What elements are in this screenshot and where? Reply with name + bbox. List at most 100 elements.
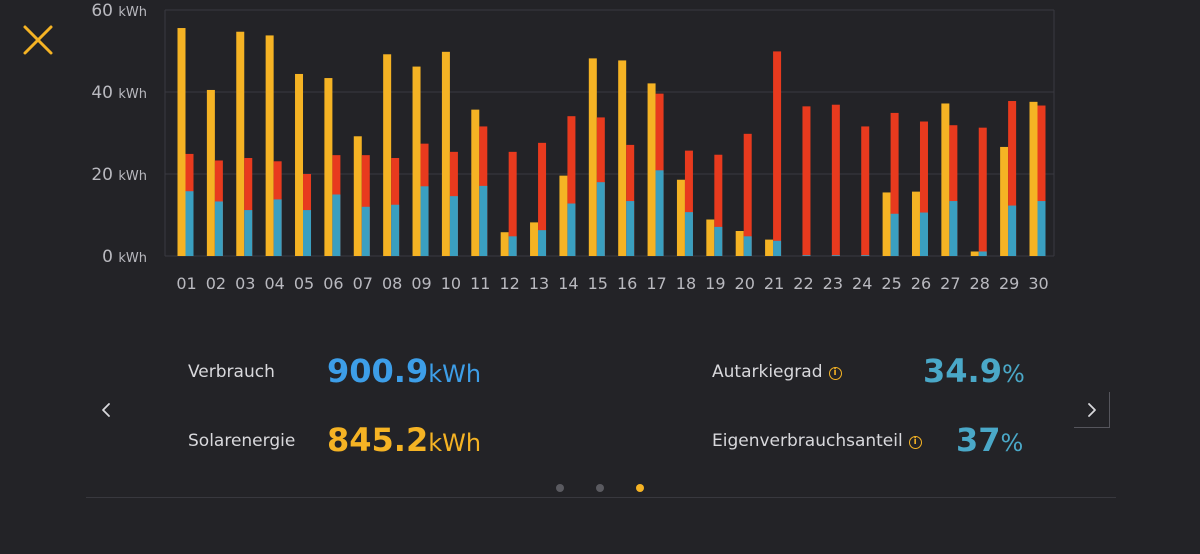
self-consumption-bar bbox=[332, 194, 341, 256]
eigenverbrauch-value: 37% bbox=[956, 421, 1024, 459]
consumption-bar bbox=[861, 126, 870, 256]
x-tick-label: 01 bbox=[176, 274, 196, 293]
self-consumption-bar bbox=[303, 210, 312, 256]
x-tick-label: 18 bbox=[676, 274, 696, 293]
self-consumption-bar bbox=[655, 170, 664, 256]
solar-bar bbox=[177, 28, 186, 256]
x-tick-label: 19 bbox=[705, 274, 725, 293]
consumption-bar bbox=[949, 125, 958, 257]
consumption-bar bbox=[743, 133, 752, 256]
solar-bar bbox=[647, 83, 656, 256]
pagination-dot[interactable] bbox=[556, 484, 564, 492]
solar-value: 845.2kWh bbox=[327, 421, 482, 459]
solar-bar bbox=[236, 31, 245, 257]
self-consumption-bar bbox=[890, 213, 899, 256]
x-tick-label: 21 bbox=[764, 274, 784, 293]
self-consumption-bar bbox=[919, 212, 928, 256]
x-tick-label: 26 bbox=[911, 274, 931, 293]
x-tick-label: 06 bbox=[323, 274, 343, 293]
solar-bar bbox=[441, 51, 450, 256]
next-button[interactable] bbox=[1074, 392, 1110, 428]
x-tick-label: 25 bbox=[881, 274, 901, 293]
info-icon[interactable]: i bbox=[828, 367, 842, 380]
consumption-bar bbox=[508, 151, 517, 256]
solar-bar bbox=[882, 192, 891, 256]
x-tick-label: 05 bbox=[294, 274, 314, 293]
verbrauch-label: Verbrauch bbox=[188, 362, 275, 382]
autarkie-value: 34.9% bbox=[923, 352, 1025, 390]
x-tick-label: 29 bbox=[999, 274, 1019, 293]
autarkie-label[interactable]: Autarkiegrad i bbox=[712, 362, 842, 382]
x-tick-label: 23 bbox=[823, 274, 843, 293]
prev-button[interactable] bbox=[88, 392, 124, 428]
solar-bar bbox=[941, 103, 950, 256]
solar-bar bbox=[559, 175, 568, 256]
self-consumption-bar bbox=[596, 182, 605, 256]
consumption-bar bbox=[1008, 101, 1017, 257]
x-tick-label: 30 bbox=[1028, 274, 1048, 293]
solar-bar bbox=[676, 179, 685, 256]
solar-bar bbox=[295, 73, 304, 257]
solar-bar bbox=[911, 191, 920, 256]
info-icon[interactable]: i bbox=[908, 436, 922, 449]
x-tick-label: 04 bbox=[264, 274, 284, 293]
consumption-bar bbox=[538, 142, 547, 256]
self-consumption-bar bbox=[449, 196, 458, 256]
solar-bar bbox=[588, 58, 597, 256]
x-tick-label: 24 bbox=[852, 274, 872, 293]
eigenverbrauch-label[interactable]: Eigenverbrauchsanteil i bbox=[712, 431, 922, 451]
close-button[interactable] bbox=[20, 22, 56, 58]
self-consumption-bar bbox=[861, 255, 870, 256]
self-consumption-bar bbox=[508, 236, 517, 256]
self-consumption-bar bbox=[567, 203, 576, 256]
self-consumption-bar bbox=[273, 199, 282, 256]
x-tick-label: 15 bbox=[588, 274, 608, 293]
self-consumption-bar bbox=[391, 204, 400, 256]
consumption-bar bbox=[919, 121, 928, 257]
x-tick-label: 20 bbox=[735, 274, 755, 293]
solar-bar bbox=[412, 66, 421, 256]
x-tick-label: 07 bbox=[353, 274, 373, 293]
self-consumption-bar bbox=[714, 226, 723, 256]
consumption-bar bbox=[773, 51, 782, 256]
pagination-dot[interactable] bbox=[596, 484, 604, 492]
x-tick-label: 27 bbox=[940, 274, 960, 293]
y-tick-label: 0 kWh bbox=[102, 247, 147, 267]
close-icon bbox=[23, 25, 53, 55]
solar-bar bbox=[970, 251, 979, 256]
self-consumption-bar bbox=[626, 201, 635, 256]
consumption-bar bbox=[361, 155, 370, 256]
solar-bar bbox=[353, 136, 362, 256]
verbrauch-value: 900.9kWh bbox=[327, 352, 482, 390]
x-tick-label: 09 bbox=[411, 274, 431, 293]
self-consumption-bar bbox=[479, 185, 488, 256]
consumption-bar bbox=[714, 154, 723, 256]
self-consumption-bar bbox=[684, 212, 693, 256]
solar-bar bbox=[265, 35, 274, 256]
x-tick-label: 28 bbox=[970, 274, 990, 293]
self-consumption-bar bbox=[1008, 205, 1017, 256]
pagination-dot[interactable] bbox=[636, 484, 644, 492]
consumption-bar bbox=[890, 112, 899, 256]
consumption-bar bbox=[1037, 105, 1046, 256]
x-axis: 01 02 03 04 05 06 07 08 09 10 11 12 13 14 15 16 17 18 19 20… bbox=[176, 274, 1048, 293]
self-consumption-bar bbox=[831, 255, 840, 256]
self-consumption-bar bbox=[361, 206, 370, 256]
self-consumption-bar bbox=[420, 186, 429, 256]
solar-label: Solarenergie bbox=[188, 431, 296, 451]
y-tick-label: 60 kWh bbox=[91, 1, 147, 21]
daily-energy-chart: 0 kWh 20 kWh 40 kWh 60 kWh 01 02 03 04 05 06 07 08… bbox=[91, 1, 1055, 293]
self-consumption-bar bbox=[214, 201, 223, 256]
solar-bar bbox=[765, 239, 774, 256]
chevron-right-icon bbox=[1088, 403, 1096, 417]
solar-bar bbox=[706, 219, 715, 256]
divider bbox=[86, 497, 1116, 498]
solar-bar bbox=[471, 109, 480, 256]
self-consumption-bar bbox=[185, 191, 194, 256]
self-consumption-bar bbox=[802, 255, 811, 256]
x-tick-label: 16 bbox=[617, 274, 637, 293]
x-tick-label: 11 bbox=[470, 274, 490, 293]
solar-bar bbox=[206, 89, 215, 256]
consumption-bar bbox=[244, 158, 253, 256]
self-consumption-bar bbox=[538, 230, 547, 256]
